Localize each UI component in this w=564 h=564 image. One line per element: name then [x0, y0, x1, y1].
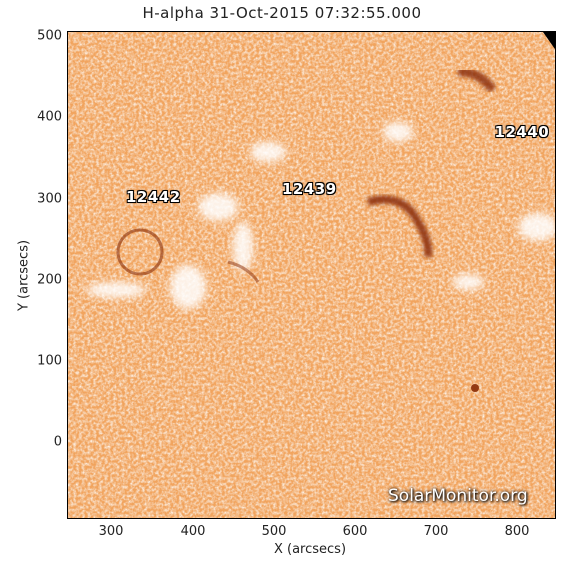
- x-tick-label: 600: [342, 524, 368, 539]
- x-tick-label: 800: [504, 524, 530, 539]
- active-region-label: 12442: [125, 187, 181, 206]
- dark-spot: [471, 384, 479, 392]
- y-tick-label: 500: [37, 28, 62, 44]
- image-title: H-alpha 31-Oct-2015 07:32:55.000: [142, 4, 422, 22]
- active-region-label: 12439: [281, 179, 337, 198]
- x-tick-label: 700: [423, 524, 449, 539]
- plage-areas: [86, 122, 555, 309]
- x-axis-label: X (arcsecs): [273, 542, 347, 557]
- y-tick-label: 300: [37, 191, 62, 207]
- y-axis-label: Y (arcsecs): [16, 239, 32, 312]
- solar-image-frame: [67, 31, 556, 519]
- filaments: [116, 67, 497, 283]
- chromosphere-grain: [68, 32, 555, 518]
- x-tick-label: 400: [180, 524, 206, 539]
- y-tick-label: 200: [37, 272, 62, 288]
- y-tick-label: 0: [53, 434, 62, 450]
- halpha-solar-image: [68, 32, 555, 518]
- y-tick-label: 100: [37, 353, 62, 369]
- x-tick-label: 300: [98, 524, 124, 539]
- y-tick-label: 400: [37, 109, 62, 125]
- x-tick-label: 500: [261, 524, 287, 539]
- solarmonitor-watermark: SolarMonitor.org: [388, 486, 528, 506]
- active-region-label: 12440: [494, 123, 550, 142]
